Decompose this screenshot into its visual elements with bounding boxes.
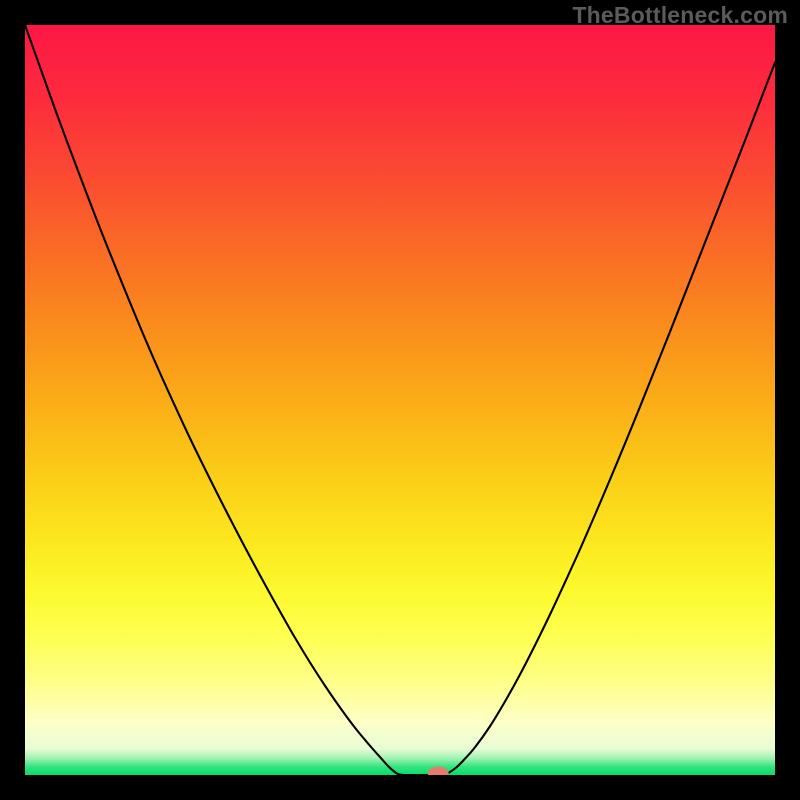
chart-frame: TheBottleneck.com: [0, 0, 800, 800]
gradient-background: [25, 25, 775, 775]
watermark-text: TheBottleneck.com: [572, 2, 788, 29]
plot-svg: [25, 25, 775, 775]
